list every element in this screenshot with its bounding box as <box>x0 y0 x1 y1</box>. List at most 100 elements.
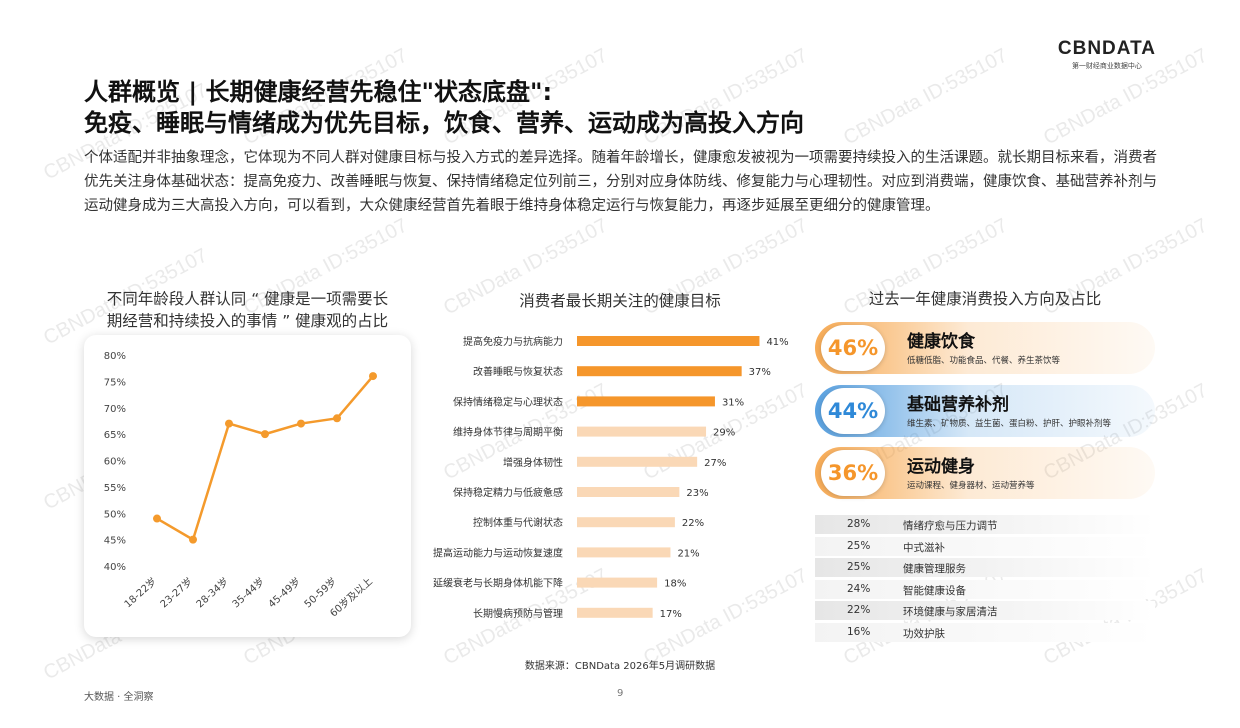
y-tick-label: 45% <box>104 536 126 547</box>
row-shade <box>815 558 1155 577</box>
bar-value-label: 37% <box>749 367 771 378</box>
line-chart-card: 40% 45% 50% 55% 60% 65% 70% 75% 80% 18-22岁 23-27岁 2… <box>84 335 411 637</box>
intro-paragraph: 个体适配并非抽象理念，它体现为不同人群对健康目标与投入方式的差异选择。随着年龄增… <box>84 150 1157 214</box>
x-tick-label: 28-34岁 <box>193 575 231 611</box>
invest-other-label: 功效护肤 <box>903 627 945 640</box>
invest-other-row: 24% 智能健康设备 <box>815 579 1155 601</box>
logo-mark: CBNDATA <box>1057 38 1156 59</box>
invest-section-title: 过去一年健康消费投入方向及占比 <box>868 290 1102 308</box>
bar-category-label: 保持情绪稳定与心理状态 <box>453 395 563 408</box>
invest-other-row: 16% 功效护肤 <box>815 622 1155 644</box>
footer-slogan: 大数据 · 全洞察 <box>84 692 154 703</box>
invest-card: 44% 基础营养补剂维生素、矿物质、益生菌、蛋白粉、护肝、护眼补剂等 <box>815 385 1155 437</box>
invest-other-row: 28% 情绪疗愈与压力调节 <box>815 514 1155 536</box>
y-tick-label: 65% <box>104 430 126 441</box>
line-series <box>156 375 374 541</box>
bar-value-label: 41% <box>766 337 788 348</box>
bar <box>577 366 742 377</box>
x-tick-label: 23-27岁 <box>157 575 195 611</box>
invest-other-list: 28% 情绪疗愈与压力调节 25% 中式滋补 25% 健康管理服务 24% 智能健康设备 22%… <box>815 514 1155 643</box>
invest-other-label: 中式滋补 <box>903 541 945 554</box>
cbndata-logo: CBNDATA 第一财经商业数据中心 <box>1058 38 1156 71</box>
invest-percent-badge: 36% <box>821 450 885 496</box>
row-shade <box>815 536 1155 556</box>
bar <box>577 607 653 618</box>
bar <box>577 487 680 497</box>
invest-percent-badge: 46% <box>821 325 885 371</box>
invest-description: 维生素、矿物质、益生菌、蛋白粉、护肝、护眼补剂等 <box>907 419 1112 429</box>
invest-card: 46% 健康饮食低糖低脂、功能食品、代餐、养生茶饮等 <box>815 322 1155 374</box>
bar-category-label: 延缓衰老与长期身体机能下降 <box>433 577 563 590</box>
invest-other-percent: 25% <box>847 539 871 552</box>
invest-name: 健康饮食 <box>907 332 975 352</box>
invest-other-percent: 28% <box>847 518 871 530</box>
watermark-text: CBNData ID:535107 <box>840 44 1012 150</box>
logo-subtitle: 第一财经商业数据中心 <box>1071 62 1142 70</box>
row-shade <box>815 622 1155 642</box>
bar-value-label: 18% <box>664 579 686 590</box>
line-point <box>297 419 305 428</box>
page-title-line2: 免疫、睡眠与情绪成为优先目标，饮食、营养、运动成为高投入方向 <box>84 109 804 137</box>
line-point <box>153 514 161 523</box>
data-source: 数据来源：CBNData 2026年5月调研数据 <box>524 661 716 672</box>
line-chart: 40% 45% 50% 55% 60% 65% 70% 75% 80% 18-22岁 23-27岁 2… <box>104 351 377 620</box>
line-chart-title: 不同年龄段人群认同 “ 健康是一项需要长 期经营和持续投入的事情 ” 健康观的占… <box>84 288 411 332</box>
bar <box>577 426 707 437</box>
invest-name: 运动健身 <box>907 457 975 477</box>
invest-other-row: 25% 中式滋补 <box>815 536 1155 558</box>
row-shade <box>815 579 1155 599</box>
bar <box>577 547 671 558</box>
bar <box>577 336 760 346</box>
invest-other-percent: 22% <box>847 604 871 616</box>
bar-category-label: 提高运动能力与运动恢复速度 <box>433 546 563 559</box>
invest-other-label: 健康管理服务 <box>903 563 966 575</box>
invest-percent-badge: 44% <box>821 388 885 434</box>
invest-other-label: 情绪疗愈与压力调节 <box>903 520 998 532</box>
line-chart-title-line2: 期经营和持续投入的事情 ” 健康观的占比 <box>106 312 389 330</box>
line-point <box>225 419 233 428</box>
bar <box>577 456 698 467</box>
line-chart-title-line1: 不同年龄段人群认同 “ 健康是一项需要长 <box>106 290 389 308</box>
line-point <box>189 535 197 544</box>
line-point <box>261 430 269 439</box>
y-tick-label: 50% <box>104 509 126 520</box>
invest-other-row: 25% 健康管理服务 <box>815 557 1155 579</box>
bar <box>577 396 715 407</box>
row-shade <box>815 601 1155 620</box>
y-tick-label: 70% <box>104 404 126 415</box>
bar-value-label: 22% <box>682 518 704 529</box>
y-tick-label: 55% <box>104 483 126 494</box>
bar-value-label: 29% <box>713 428 735 439</box>
y-tick-label: 60% <box>104 457 126 468</box>
bar-chart: 提高免疫力与抗病能力 41% 改善睡眠与恢复状态 37% 保持情绪稳定与心理状态 31% 维… <box>433 335 789 620</box>
invest-other-percent: 25% <box>847 561 871 573</box>
invest-card: 36% 运动健身运动课程、健身器材、运动营养等 <box>815 447 1155 499</box>
bar-category-label: 长期慢病预防与管理 <box>473 607 563 620</box>
bar <box>577 517 675 528</box>
invest-description: 低糖低脂、功能食品、代餐、养生茶饮等 <box>907 356 1061 366</box>
y-tick-label: 75% <box>104 377 126 388</box>
bar-category-label: 维持身体节律与周期平衡 <box>453 426 563 439</box>
bar-value-label: 21% <box>677 548 699 559</box>
invest-name: 基础营养补剂 <box>907 395 1009 415</box>
page-title-line1: 人群概览 | 长期健康经营先稳住"状态底盘": <box>84 78 553 106</box>
bar-chart-title: 消费者最长期关注的健康目标 <box>519 292 721 310</box>
bar-category-label: 改善睡眠与恢复状态 <box>473 365 563 378</box>
invest-other-percent: 16% <box>847 625 871 638</box>
x-tick-label: 35-44岁 <box>229 575 267 611</box>
invest-other-label: 智能健康设备 <box>903 584 966 597</box>
y-tick-label: 40% <box>104 562 126 573</box>
x-tick-label: 18-22岁 <box>121 575 159 611</box>
bar-category-label: 保持稳定精力与低疲惫感 <box>453 486 563 499</box>
bar-value-label: 17% <box>660 609 682 620</box>
y-tick-label: 80% <box>104 351 126 362</box>
page-title: 人群概览 | 长期健康经营先稳住"状态底盘": 免疫、睡眠与情绪成为优先目标，饮… <box>84 77 804 139</box>
x-tick-label: 50-59岁 <box>301 575 339 611</box>
invest-other-row: 22% 环境健康与家居清洁 <box>815 600 1155 622</box>
invest-other-percent: 24% <box>847 582 871 595</box>
line-point <box>333 414 341 423</box>
bar-value-label: 27% <box>704 458 726 469</box>
bar-value-label: 23% <box>686 488 708 499</box>
x-tick-label: 45-49岁 <box>265 575 303 611</box>
invest-description: 运动课程、健身器材、运动营养等 <box>907 481 1035 491</box>
